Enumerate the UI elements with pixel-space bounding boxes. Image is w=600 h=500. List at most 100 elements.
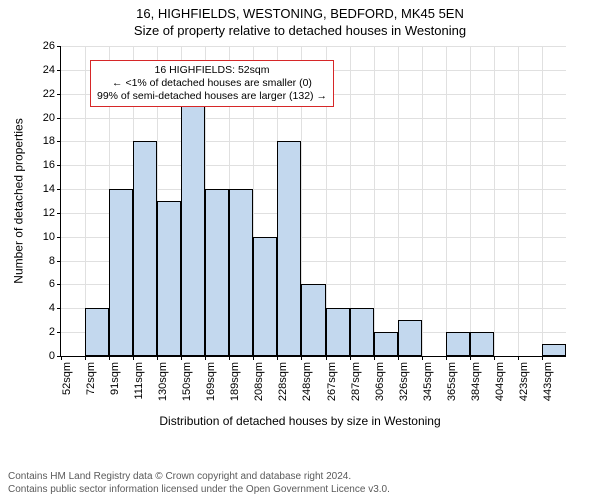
xtick-label: 52sqm — [61, 362, 73, 395]
footer-attribution: Contains HM Land Registry data © Crown c… — [8, 471, 390, 496]
ytick-label: 22 — [43, 88, 55, 100]
ytick-label: 12 — [43, 207, 55, 219]
xtick-label: 111sqm — [133, 362, 145, 400]
histogram-bar — [181, 106, 205, 356]
histogram-bar — [374, 332, 398, 356]
xtick-label: 150sqm — [181, 362, 193, 401]
ytick-label: 20 — [43, 112, 55, 124]
ytick-label: 0 — [49, 350, 55, 362]
xtick-label: 189sqm — [229, 362, 241, 401]
xtick-mark — [229, 356, 230, 360]
gridline-v — [494, 46, 495, 356]
xtick-label: 443sqm — [542, 362, 554, 401]
histogram-bar — [326, 308, 350, 356]
histogram-bar — [229, 189, 253, 356]
page-subtitle: Size of property relative to detached ho… — [0, 23, 600, 40]
xtick-label: 423sqm — [518, 362, 530, 401]
histogram-bar — [446, 332, 470, 356]
histogram-bar — [470, 332, 494, 356]
xtick-mark — [109, 356, 110, 360]
page-title-address: 16, HIGHFIELDS, WESTONING, BEDFORD, MK45… — [0, 0, 600, 23]
x-axis-label: Distribution of detached houses by size … — [0, 414, 600, 428]
xtick-label: 267sqm — [326, 362, 338, 401]
ytick-label: 14 — [43, 183, 55, 195]
xtick-mark — [181, 356, 182, 360]
ytick-label: 26 — [43, 40, 55, 52]
xtick-label: 208sqm — [253, 362, 265, 401]
xtick-label: 248sqm — [301, 362, 313, 401]
ytick-mark — [57, 46, 61, 47]
gridline-v — [518, 46, 519, 356]
xtick-label: 130sqm — [157, 362, 169, 401]
xtick-mark — [446, 356, 447, 360]
xtick-mark — [277, 356, 278, 360]
histogram-bar — [133, 141, 157, 356]
ytick-mark — [57, 237, 61, 238]
xtick-label: 72sqm — [85, 362, 97, 395]
xtick-label: 404sqm — [494, 362, 506, 401]
ytick-mark — [57, 261, 61, 262]
histogram-bar — [542, 344, 566, 356]
gridline-v — [374, 46, 375, 356]
gridline-v — [398, 46, 399, 356]
xtick-mark — [542, 356, 543, 360]
ytick-mark — [57, 189, 61, 190]
ytick-mark — [57, 284, 61, 285]
xtick-mark — [157, 356, 158, 360]
histogram-bar — [350, 308, 374, 356]
ytick-label: 16 — [43, 159, 55, 171]
xtick-label: 287sqm — [350, 362, 362, 401]
ytick-label: 2 — [49, 326, 55, 338]
ytick-label: 8 — [49, 255, 55, 267]
histogram-bar — [253, 237, 277, 356]
gridline-h — [61, 118, 566, 119]
xtick-mark — [470, 356, 471, 360]
xtick-mark — [374, 356, 375, 360]
ytick-label: 24 — [43, 64, 55, 76]
xtick-label: 384sqm — [470, 362, 482, 401]
ytick-mark — [57, 118, 61, 119]
y-axis-label: Number of detached properties — [12, 118, 26, 283]
histogram-bar — [157, 201, 181, 356]
histogram-bar — [85, 308, 109, 356]
xtick-mark — [205, 356, 206, 360]
histogram-bar — [109, 189, 133, 356]
ytick-mark — [57, 165, 61, 166]
xtick-mark — [398, 356, 399, 360]
xtick-label: 91sqm — [109, 362, 121, 395]
ytick-mark — [57, 94, 61, 95]
xtick-mark — [422, 356, 423, 360]
xtick-mark — [494, 356, 495, 360]
xtick-mark — [85, 356, 86, 360]
histogram-bar — [277, 141, 301, 356]
ytick-mark — [57, 141, 61, 142]
xtick-label: 345sqm — [422, 362, 434, 401]
annotation-line: 16 HIGHFIELDS: 52sqm — [97, 64, 327, 77]
footer-line-1: Contains HM Land Registry data © Crown c… — [8, 471, 390, 484]
xtick-label: 326sqm — [398, 362, 410, 401]
ytick-mark — [57, 213, 61, 214]
footer-line-2: Contains public sector information licen… — [8, 484, 390, 497]
xtick-label: 365sqm — [446, 362, 458, 401]
gridline-v — [470, 46, 471, 356]
xtick-label: 228sqm — [277, 362, 289, 401]
xtick-mark — [326, 356, 327, 360]
xtick-mark — [253, 356, 254, 360]
chart-plot-area: 0246810121416182022242652sqm72sqm91sqm11… — [60, 46, 565, 356]
annotation-line: ← <1% of detached houses are smaller (0) — [97, 77, 327, 90]
ytick-mark — [57, 332, 61, 333]
annotation-box: 16 HIGHFIELDS: 52sqm← <1% of detached ho… — [90, 60, 334, 107]
xtick-mark — [518, 356, 519, 360]
histogram-bar — [301, 284, 325, 356]
ytick-label: 4 — [49, 302, 55, 314]
ytick-label: 18 — [43, 135, 55, 147]
gridline-v — [542, 46, 543, 356]
xtick-label: 306sqm — [374, 362, 386, 401]
ytick-mark — [57, 70, 61, 71]
gridline-v — [446, 46, 447, 356]
histogram-bar — [398, 320, 422, 356]
gridline-h — [61, 46, 566, 47]
ytick-mark — [57, 308, 61, 309]
ytick-label: 6 — [49, 278, 55, 290]
xtick-mark — [350, 356, 351, 360]
